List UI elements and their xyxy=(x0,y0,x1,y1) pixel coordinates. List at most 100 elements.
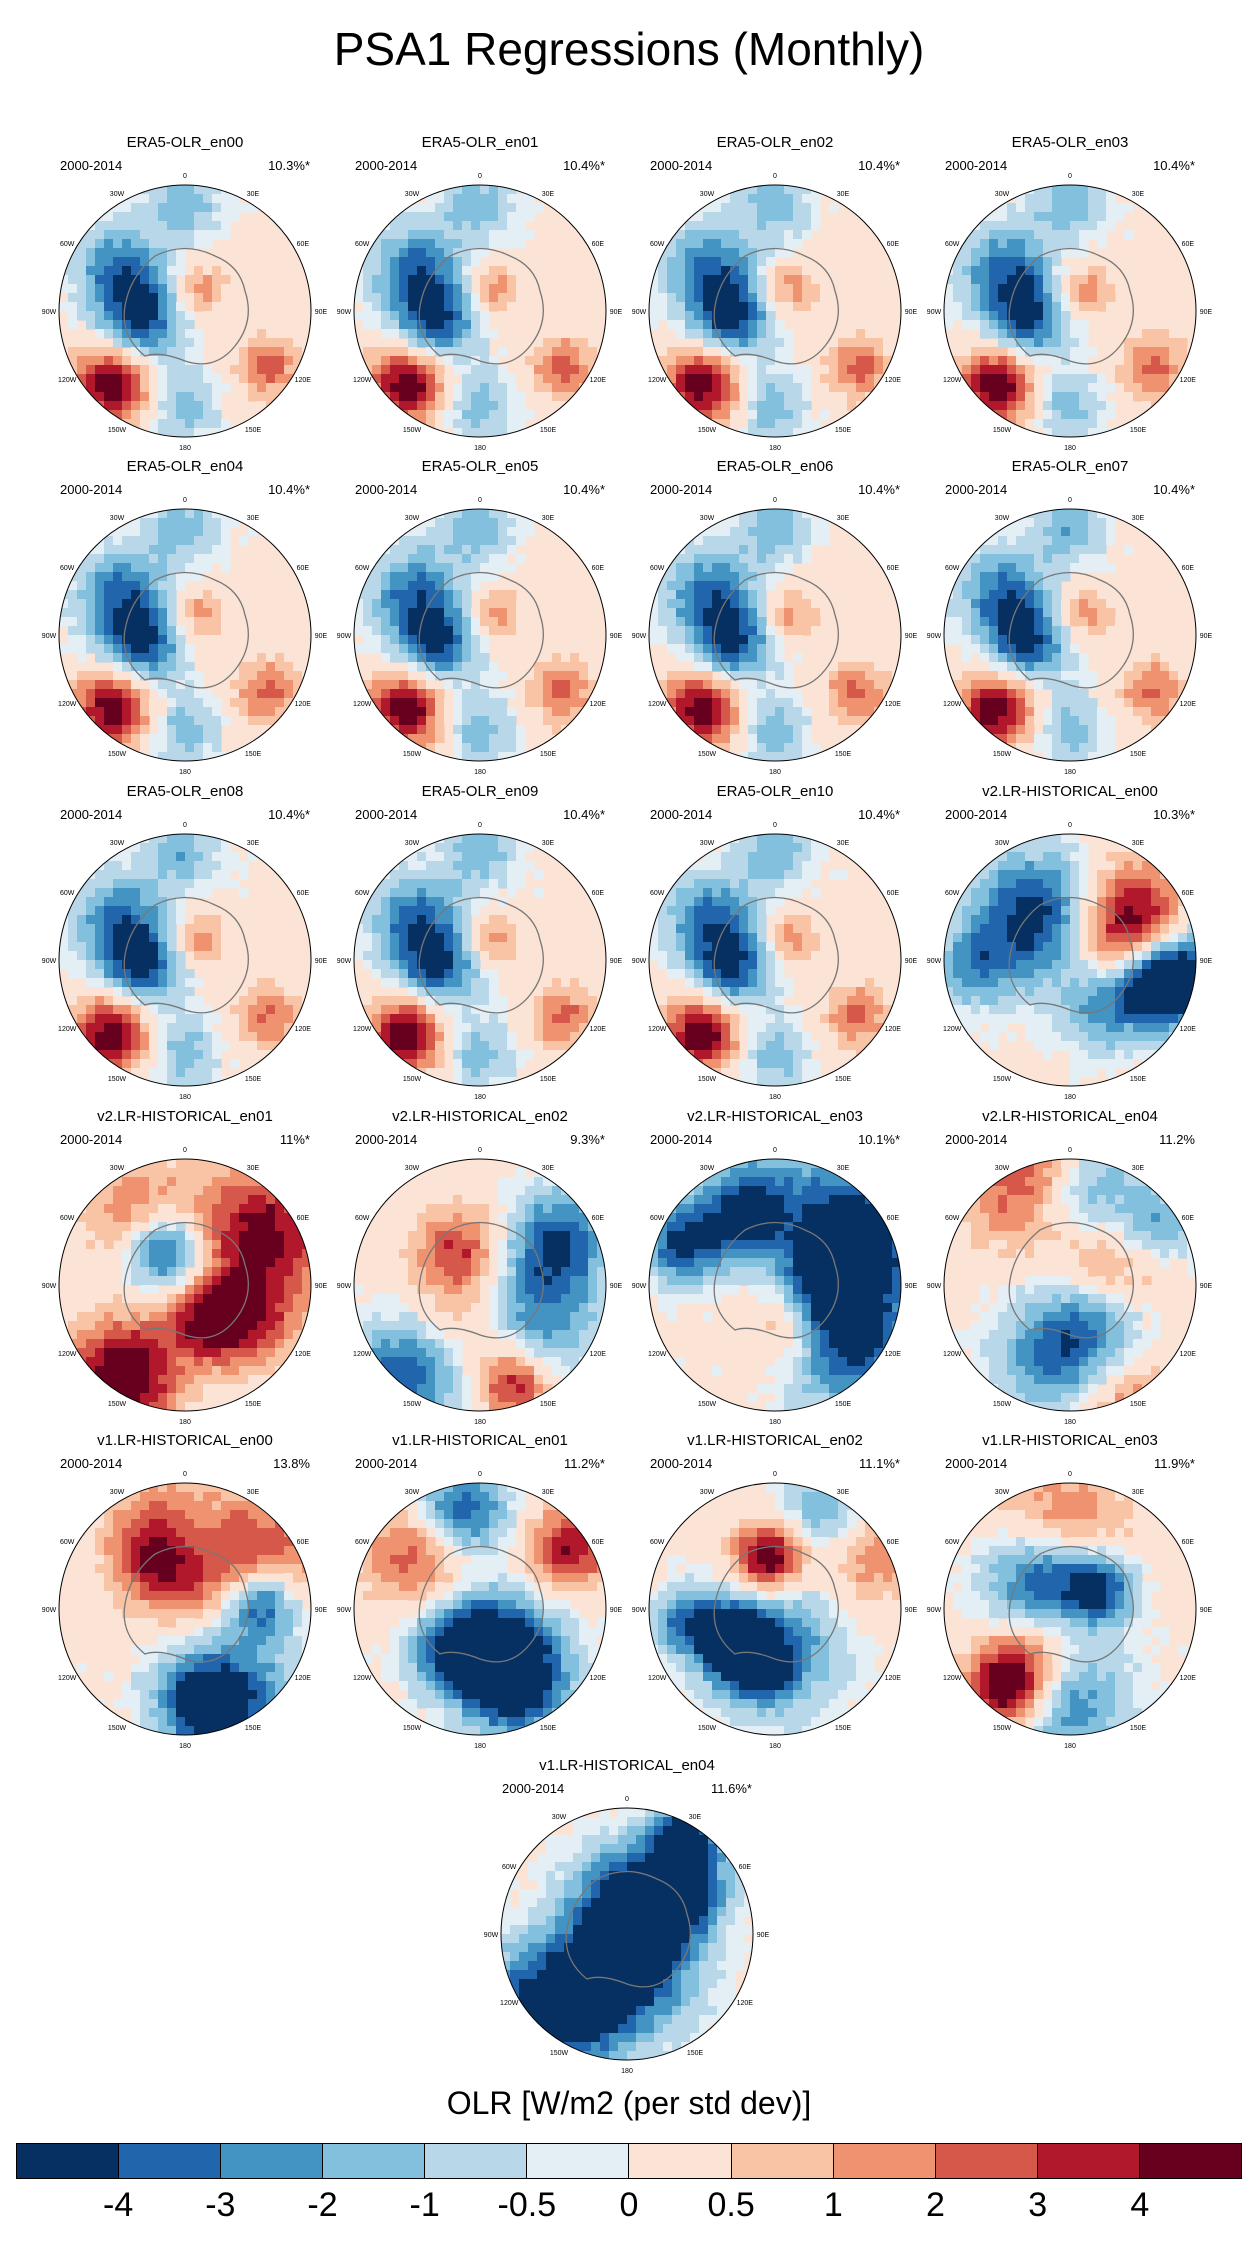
field-cell xyxy=(1115,284,1125,294)
field-cell xyxy=(998,329,1008,339)
field-cell xyxy=(1178,653,1188,663)
field-cell xyxy=(998,617,1008,627)
field-cell xyxy=(838,338,848,348)
field-cell xyxy=(838,347,848,357)
field-cell xyxy=(203,221,213,231)
field-cell xyxy=(1007,653,1017,663)
field-cell xyxy=(588,680,598,690)
field-cell xyxy=(381,707,391,717)
field-cell xyxy=(408,257,418,267)
field-cell xyxy=(953,716,963,726)
field-cell xyxy=(408,716,418,726)
field-cell xyxy=(363,725,373,735)
field-cell xyxy=(363,581,373,591)
field-cell xyxy=(944,401,954,411)
field-cell xyxy=(838,698,848,708)
field-cell xyxy=(167,275,177,285)
field-cell xyxy=(444,347,454,357)
map-boundary xyxy=(58,508,312,762)
field-cell xyxy=(158,834,168,844)
field-cell xyxy=(131,311,141,321)
field-cell xyxy=(95,275,105,285)
field-cell xyxy=(1160,635,1170,645)
field-cell xyxy=(489,608,499,618)
field-cell xyxy=(1016,410,1026,420)
field-cell xyxy=(471,518,481,528)
field-cell xyxy=(104,599,114,609)
field-cell xyxy=(266,356,276,366)
field-cell xyxy=(874,347,884,357)
field-cell xyxy=(676,581,686,591)
field-cell xyxy=(1088,563,1098,573)
field-cell xyxy=(1124,203,1134,213)
field-cell xyxy=(748,743,758,753)
field-cell xyxy=(784,428,794,437)
field-cell xyxy=(453,284,463,294)
field-cell xyxy=(1106,743,1116,753)
field-cell xyxy=(980,698,990,708)
field-cell xyxy=(417,374,427,384)
field-cell xyxy=(131,897,141,907)
field-cell xyxy=(944,617,954,627)
field-cell xyxy=(1079,374,1089,384)
field-cell xyxy=(167,338,177,348)
field-cell xyxy=(435,383,445,393)
field-cell xyxy=(1052,365,1062,375)
field-cell xyxy=(462,320,472,330)
field-cell xyxy=(971,302,981,312)
longitude-label: 180 xyxy=(474,769,486,776)
field-cell xyxy=(212,311,222,321)
field-cell xyxy=(1016,293,1026,303)
field-cell xyxy=(167,906,177,916)
field-cell xyxy=(77,203,87,213)
field-cell xyxy=(1052,644,1062,654)
field-cell xyxy=(140,960,150,970)
field-cell xyxy=(775,752,785,761)
field-cell xyxy=(998,707,1008,717)
field-cell xyxy=(748,185,758,195)
field-cell xyxy=(257,707,267,717)
longitude-label: 60W xyxy=(60,241,75,248)
field-cell xyxy=(534,653,544,663)
field-cell xyxy=(471,401,481,411)
field-cell xyxy=(1052,554,1062,564)
field-cell xyxy=(158,716,168,726)
field-cell xyxy=(471,608,481,618)
field-cell xyxy=(543,293,553,303)
field-cell xyxy=(399,293,409,303)
field-cell xyxy=(453,644,463,654)
field-cell xyxy=(865,698,875,708)
field-cell xyxy=(507,185,517,195)
field-cell xyxy=(667,392,677,402)
field-cell xyxy=(77,915,87,925)
field-cell xyxy=(462,392,472,402)
field-cell xyxy=(998,527,1008,537)
field-cell xyxy=(266,680,276,690)
field-cell xyxy=(390,752,400,761)
field-cell xyxy=(435,716,445,726)
field-cell xyxy=(95,221,105,231)
field-cell xyxy=(579,644,589,654)
field-cell xyxy=(462,590,472,600)
field-cell xyxy=(1052,185,1062,195)
field-cell xyxy=(1070,716,1080,726)
field-cell xyxy=(399,284,409,294)
field-cell xyxy=(1079,545,1089,555)
field-cell xyxy=(712,410,722,420)
field-cell xyxy=(1070,725,1080,735)
field-cell xyxy=(1034,320,1044,330)
field-cell xyxy=(739,563,749,573)
field-cell xyxy=(685,599,695,609)
field-cell xyxy=(471,374,481,384)
field-cell xyxy=(802,725,812,735)
field-cell xyxy=(113,626,123,636)
field-cell xyxy=(1007,662,1017,672)
field-cell xyxy=(435,293,445,303)
field-cell xyxy=(667,293,677,303)
field-cell xyxy=(775,374,785,384)
field-cell xyxy=(944,302,954,312)
field-cell xyxy=(158,743,168,753)
field-cell xyxy=(59,248,69,258)
field-cell xyxy=(712,392,722,402)
